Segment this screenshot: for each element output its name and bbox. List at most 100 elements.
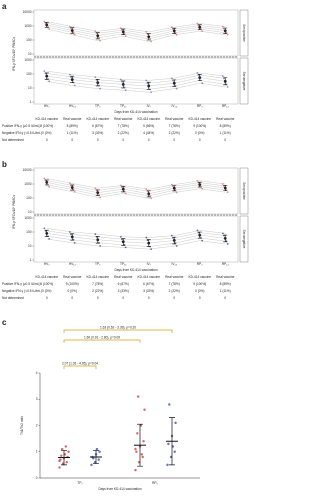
subject-point: [121, 186, 123, 189]
y-tick-label: 1: [30, 100, 32, 104]
subject-point: [226, 85, 229, 88]
y-axis-label: IFN-γ SFCs/10⁶ PBMCs: [12, 37, 16, 71]
subject-point: [150, 197, 153, 200]
subject-line: [46, 182, 226, 194]
table-cell: 0 (0%): [68, 289, 77, 293]
subject-point: [68, 231, 71, 233]
point: [140, 453, 143, 456]
table-cell: 8 (89%): [67, 124, 78, 128]
table-header: KD-414 vaccine: [137, 275, 160, 279]
subject-line: [46, 238, 226, 250]
y-tick-label: 10: [28, 210, 32, 214]
row-label: Positive IFN-γ (≥0.5 IU/mL): [2, 124, 40, 128]
mean-point: [96, 34, 100, 38]
subject-point: [68, 182, 71, 185]
subject-point: [43, 177, 46, 180]
table-cell: 1 (11%): [220, 289, 231, 293]
row-label: Positive IFN-γ (≥0.5 IU/mL): [2, 282, 40, 286]
point: [173, 450, 176, 453]
x-axis-label: Days from KD-414 vaccination: [98, 487, 141, 491]
y-tick-label: 100: [26, 196, 32, 200]
table-header: Real vaccine: [63, 275, 81, 279]
mean-point: [172, 81, 176, 85]
mean-point: [96, 191, 100, 195]
point: [137, 395, 140, 398]
y-tick-label: 10: [28, 86, 32, 90]
mean-point: [223, 79, 227, 83]
panel-label: c: [2, 318, 7, 327]
mean-point: [70, 78, 74, 81]
subject-point: [150, 91, 153, 94]
subject-point: [170, 77, 173, 80]
point: [65, 461, 68, 464]
table-cell: 0: [148, 296, 150, 300]
subject-line: [46, 178, 226, 190]
subject-point: [48, 80, 51, 83]
subject-point: [174, 31, 177, 34]
subject-point: [175, 245, 178, 247]
subject-point: [172, 185, 174, 188]
table-cell: 2 (22%): [169, 131, 180, 135]
x-tick-label: IV₁₄: [172, 104, 178, 108]
table-cell: 0: [71, 296, 73, 300]
subject-point: [48, 28, 51, 30]
x-axis-label: Days from KD-414 vaccination: [114, 110, 157, 114]
subject-point: [146, 82, 149, 85]
subject-point: [170, 234, 173, 237]
point: [60, 454, 63, 457]
x-tick-label: IV₀: [147, 262, 152, 266]
subject-point: [72, 31, 75, 34]
panel-label: a: [2, 2, 7, 11]
row-label: Negative IFN-γ (<0.5 IU/mL): [2, 131, 42, 135]
table-cell: 7 (78%): [92, 282, 103, 286]
table-cell: 0: [71, 138, 73, 142]
subject-point: [48, 185, 51, 188]
y-tick-label: 100: [26, 38, 32, 42]
subject-point: [150, 248, 153, 251]
subject-point: [223, 77, 225, 80]
point: [135, 450, 138, 453]
subject-point: [172, 28, 174, 30]
subject-line: [46, 24, 226, 37]
point: [95, 447, 99, 451]
table-cell: 6 (67%): [92, 124, 103, 128]
table-cell: 5 (56%): [143, 124, 154, 128]
subject-point: [221, 75, 224, 78]
x-tick-label: TP₁₄: [120, 262, 127, 266]
subject-line: [46, 230, 226, 241]
table-cell: 0: [46, 138, 48, 142]
x-tick-label: RP₀: [197, 104, 203, 108]
x-tick-label: TP₀: [77, 481, 83, 485]
point: [97, 458, 100, 461]
y-tick-label: 2: [36, 423, 38, 427]
table-header: KD-414 vaccine: [35, 275, 58, 279]
table-cell: 0: [148, 138, 150, 142]
subject-point: [145, 30, 148, 33]
side-box: [239, 167, 249, 215]
y-tick-label: 0: [36, 476, 38, 480]
side-box: [239, 57, 249, 105]
mean-point: [96, 238, 100, 242]
subject-point: [119, 235, 122, 238]
subject-point: [174, 242, 177, 245]
y-tick-label: 100: [26, 72, 32, 76]
y-tick-label: 3: [36, 397, 38, 401]
subject-point: [225, 31, 228, 34]
row-label: Negative IFN-γ (<0.5 IU/mL): [2, 289, 42, 293]
subject-point: [95, 32, 98, 35]
mean-point: [147, 192, 151, 196]
mean-point: [70, 186, 74, 189]
point: [167, 442, 170, 446]
table-header: Real vaccine: [216, 117, 234, 121]
table-header: KD-414 vaccine: [137, 117, 160, 121]
subject-point: [73, 84, 76, 87]
table-header: Real vaccine: [165, 117, 183, 121]
table-header: Real vaccine: [114, 117, 132, 121]
y-tick-label: 1: [30, 258, 32, 262]
point: [61, 447, 64, 451]
subject-line: [46, 70, 226, 81]
point: [143, 408, 146, 411]
y-tick-label: 10000: [23, 168, 32, 172]
mean-point: [147, 241, 151, 245]
